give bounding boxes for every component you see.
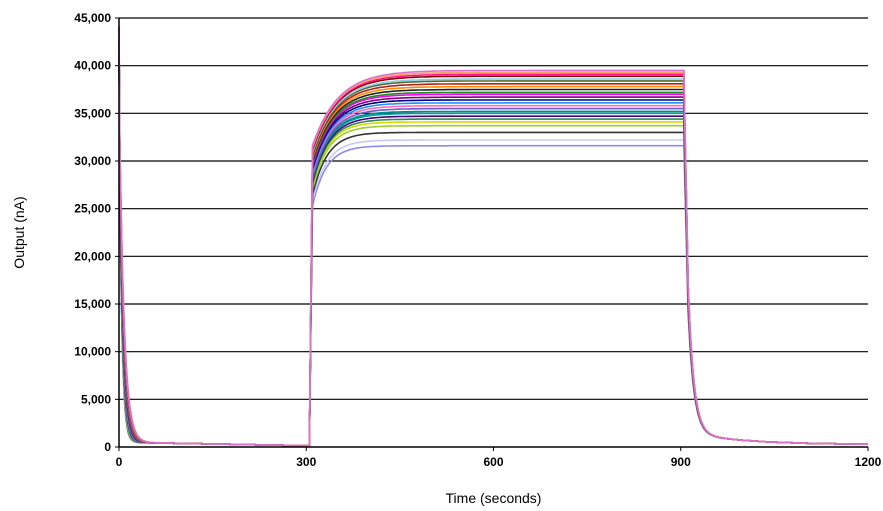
y-tick-label: 20,000 [74,249,111,263]
x-tick-label: 1200 [855,455,882,469]
y-axis-title: Output (nA) [11,196,27,268]
series-line-25 [118,26,868,447]
x-tick-labels: 0 300 600 900 1200 [116,447,882,469]
x-tick-label: 900 [671,455,691,469]
x-tick-label: 600 [483,455,503,469]
y-tick-label: 30,000 [74,154,111,168]
gridlines [119,17,868,400]
y-tick-label: 5,000 [81,392,111,406]
plot-series [118,26,868,447]
x-tick-label: 0 [116,455,123,469]
y-tick-label: 10,000 [74,345,111,359]
y-tick-label: 35,000 [74,106,111,120]
y-tick-label: 15,000 [74,297,111,311]
y-tick-label: 45,000 [74,11,111,25]
x-tick-label: 300 [296,455,316,469]
series-line-17 [118,26,868,447]
y-tick-labels: 0 5,000 10,000 15,000 20,000 25,000 30,000 35,0… [74,11,119,454]
x-axis-title: Time (seconds) [446,490,542,506]
y-tick-label: 0 [104,440,111,454]
y-tick-label: 25,000 [74,202,111,216]
y-tick-label: 40,000 [74,59,111,73]
